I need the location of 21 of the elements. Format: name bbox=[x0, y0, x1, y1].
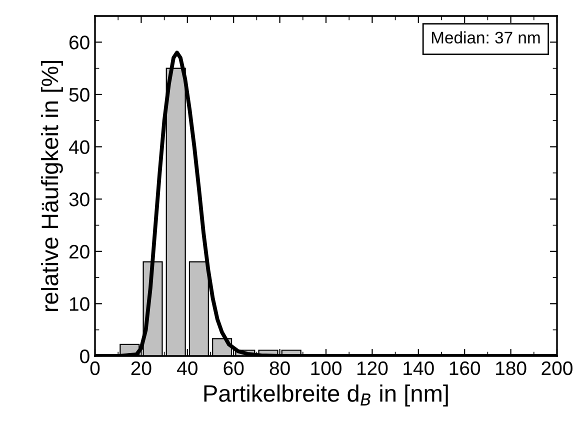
y-tick-label: 20 bbox=[69, 244, 90, 259]
y-tick-label: 30 bbox=[69, 192, 90, 206]
x-tick-label: 60 bbox=[224, 361, 244, 376]
x-tick-label: 200 bbox=[542, 361, 572, 376]
x-tick-label: 100 bbox=[311, 361, 342, 376]
y-tick-label: 0 bbox=[80, 349, 90, 364]
x-tick-label: 180 bbox=[496, 361, 526, 376]
x-tick-label: 140 bbox=[404, 361, 434, 376]
y-tick-label: 50 bbox=[69, 88, 90, 102]
x-tick-label: 20 bbox=[131, 361, 152, 376]
y-tick-label: 60 bbox=[70, 36, 90, 50]
y-tick-label: 40 bbox=[68, 140, 90, 154]
y-axis-title: relative Häufigkeit in [%] bbox=[40, 61, 63, 312]
x-tick-label: 80 bbox=[270, 361, 290, 376]
x-tick-label: 40 bbox=[177, 361, 198, 376]
x-tick-label: 160 bbox=[450, 361, 480, 376]
y-tick-label: 10 bbox=[70, 297, 90, 311]
x-tick-label: 120 bbox=[357, 361, 388, 376]
x-tick-label: 0 bbox=[90, 361, 100, 376]
x-axis-title: Partikelbreite d$_{B}$ in [nm] bbox=[204, 384, 448, 407]
annotation: Median: 37 nm bbox=[432, 31, 540, 44]
